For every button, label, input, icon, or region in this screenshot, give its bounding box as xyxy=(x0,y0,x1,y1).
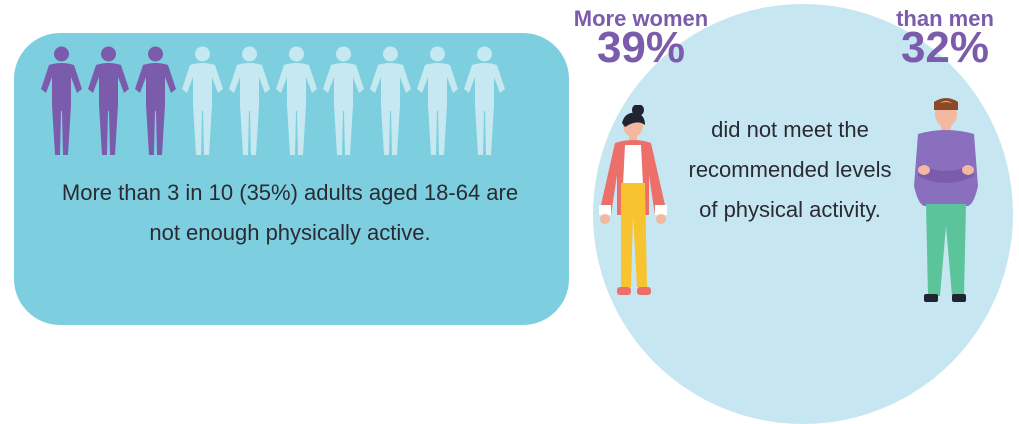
person-icon xyxy=(464,46,505,155)
activity-statement: did not meet the recommended levels of p… xyxy=(688,117,892,222)
women-stat-label: More women xyxy=(573,6,709,31)
woman-illustration xyxy=(599,105,667,295)
men-stat-label: than men xyxy=(896,6,994,31)
men-stat-value: 32% xyxy=(900,23,990,72)
man-illustration xyxy=(914,98,978,302)
person-icon xyxy=(182,46,223,155)
person-icon-highlighted xyxy=(41,46,82,155)
person-icon xyxy=(370,46,411,155)
adults-inactive-statement: More than 3 in 10 (35%) adults aged 18-6… xyxy=(61,180,519,245)
person-icons-row xyxy=(38,45,508,157)
women-stat: More women 39% xyxy=(553,8,729,70)
person-icon xyxy=(323,46,364,155)
person-icon xyxy=(417,46,458,155)
women-stat-value: 39% xyxy=(596,23,686,72)
men-stat: than men 32% xyxy=(880,8,1010,70)
person-icon xyxy=(276,46,317,155)
person-icon-highlighted xyxy=(135,46,176,155)
person-icon xyxy=(229,46,270,155)
person-icon-highlighted xyxy=(88,46,129,155)
